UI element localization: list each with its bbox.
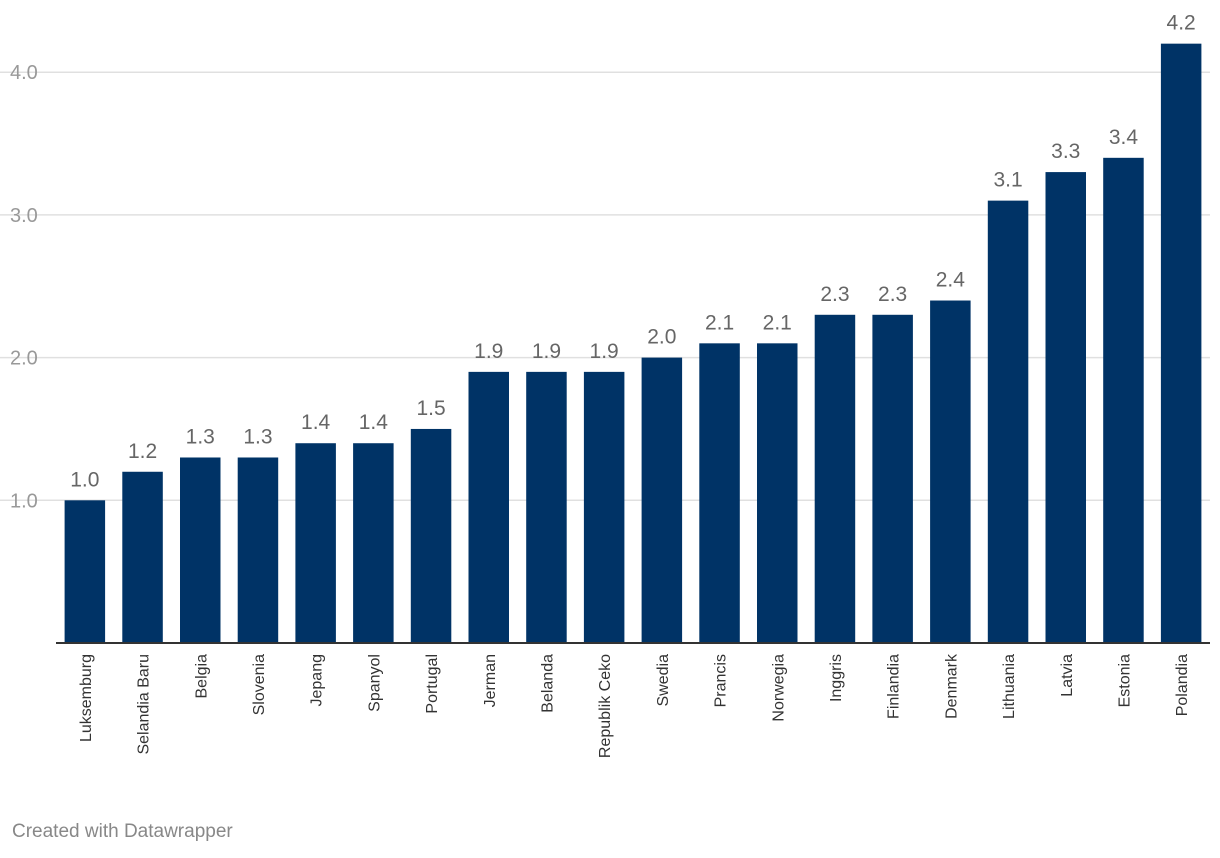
category-label: Belanda (539, 654, 556, 713)
bar (1045, 172, 1086, 643)
y-tick-label: 2.0 (10, 348, 38, 370)
category-label: Lithuania (1001, 654, 1018, 719)
bar (410, 428, 452, 643)
value-label: 4.2 (1167, 12, 1196, 35)
bar (641, 357, 683, 643)
value-label: 3.3 (1051, 140, 1080, 163)
y-tick-label: 3.0 (10, 205, 38, 227)
value-label: 2.1 (705, 311, 734, 334)
bar (122, 471, 163, 643)
category-label: Portugal (424, 654, 441, 714)
bar (353, 443, 394, 643)
category-label: Swedia (655, 654, 672, 707)
bar (930, 300, 971, 643)
bars (64, 43, 1202, 644)
category-label: Republik Ceko (597, 654, 614, 758)
category-label: Norwegia (770, 654, 787, 722)
category-label: Belgia (193, 654, 210, 699)
category-label: Selandia Baru (136, 654, 153, 755)
bar (1160, 43, 1202, 644)
value-label: 1.9 (532, 340, 561, 363)
bar (468, 371, 509, 643)
category-label: Finlandia (886, 654, 903, 719)
value-label: 2.3 (878, 283, 907, 306)
value-label: 1.4 (301, 411, 331, 434)
bar (699, 343, 740, 643)
bar (180, 457, 221, 643)
value-label: 1.9 (590, 340, 619, 363)
value-label: 1.9 (474, 340, 503, 363)
credit-text: Created with Datawrapper (12, 821, 233, 842)
labels: 1.0 2.0 3.0 4.0 1.0 Luksemburg 1.2 Selandia Bar… (10, 12, 1196, 758)
value-label: 2.3 (820, 283, 849, 306)
y-tick-label: 1.0 (10, 490, 38, 512)
bar (987, 200, 1029, 643)
category-label: Polandia (1174, 654, 1191, 716)
bar (526, 371, 567, 643)
category-label: Latvia (1059, 654, 1076, 697)
category-label: Spanyol (366, 654, 383, 712)
category-label: Inggris (828, 654, 845, 702)
category-label: Slovenia (251, 654, 268, 715)
value-label: 2.0 (647, 326, 676, 349)
bar (583, 371, 625, 643)
value-label: 1.3 (243, 425, 272, 448)
bar (814, 314, 856, 643)
bar (295, 443, 336, 643)
value-label: 1.4 (359, 411, 389, 434)
value-label: 3.1 (993, 169, 1022, 192)
value-label: 2.4 (936, 269, 966, 292)
category-label: Jerman (482, 654, 499, 707)
bar (872, 314, 913, 643)
value-label: 1.3 (186, 425, 215, 448)
category-label: Luksemburg (78, 654, 95, 742)
bar (237, 457, 279, 643)
value-label: 1.2 (128, 440, 157, 463)
category-label: Prancis (713, 654, 730, 707)
bar (757, 343, 798, 643)
category-label: Jepang (309, 654, 326, 707)
value-label: 2.1 (763, 311, 792, 334)
bar (64, 500, 106, 643)
category-label: Estonia (1116, 654, 1133, 707)
category-label: Denmark (943, 653, 960, 719)
value-label: 1.0 (70, 468, 99, 491)
value-label: 3.4 (1109, 126, 1139, 149)
bar (1103, 157, 1144, 643)
value-label: 1.5 (416, 397, 445, 420)
y-tick-label: 4.0 (10, 62, 38, 84)
